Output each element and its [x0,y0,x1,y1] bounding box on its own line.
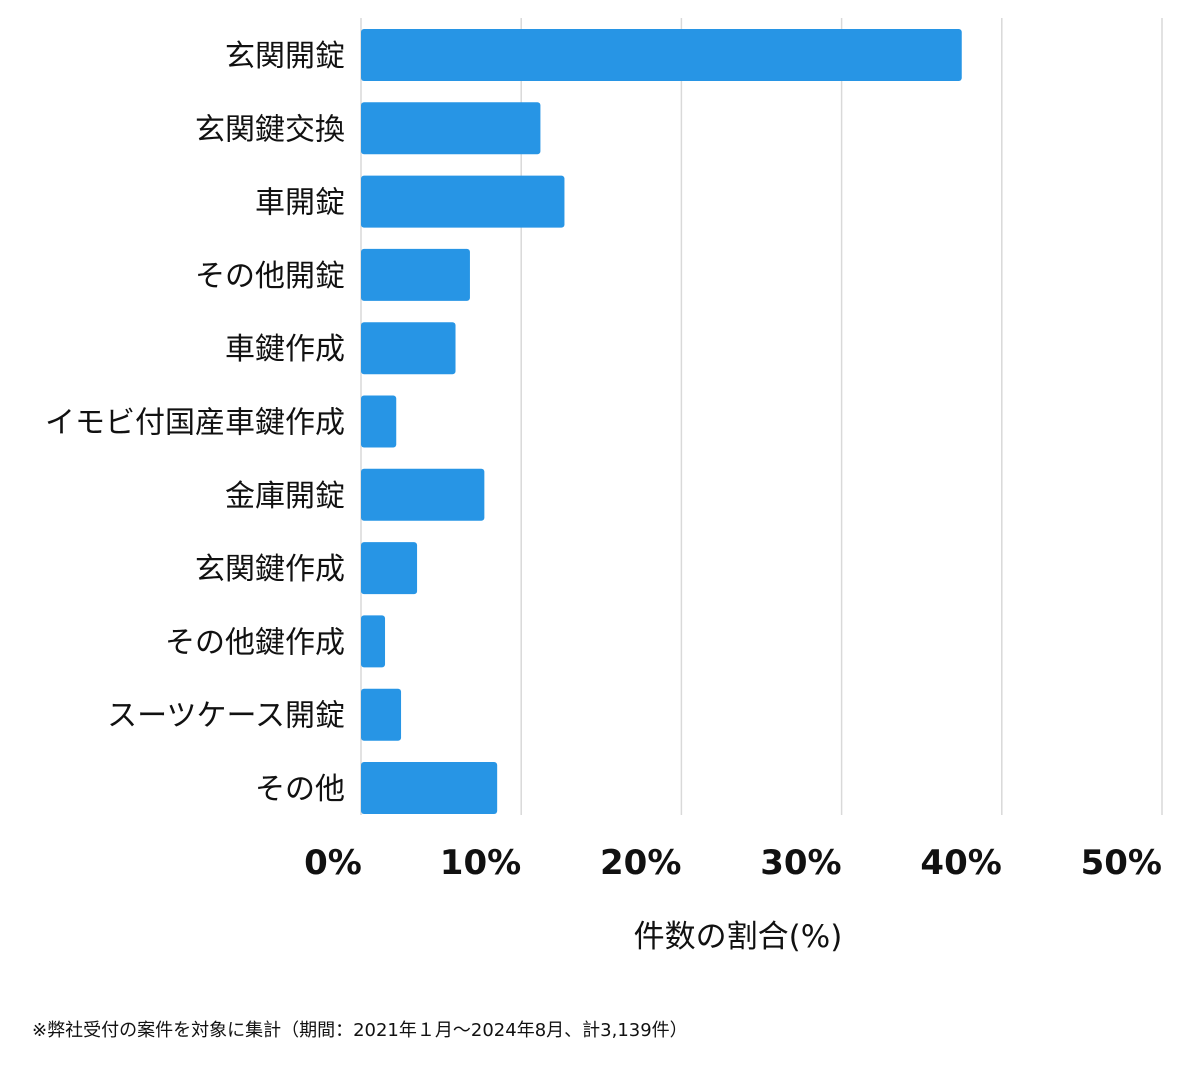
bar [361,615,386,668]
x-axis-title: 件数の割合(%) [634,919,843,955]
category-label: 金庫開錠 [225,479,345,514]
category-label: その他 [255,772,345,807]
bar [361,175,565,228]
category-label: その他鍵作成 [165,625,345,660]
bar [361,29,962,81]
bars [361,29,962,814]
x-tick-label: 20% [600,843,681,883]
x-tick-labels: 0% 10% 20% 30% 40% 50% [304,843,1162,883]
bar [361,468,485,521]
x-tick-label: 30% [760,843,841,883]
bar [361,248,470,301]
bar [361,395,397,448]
bar [361,322,456,375]
bar [361,688,402,741]
x-tick-label: 0% [304,843,362,883]
category-label: 玄関鍵交換 [195,112,345,147]
footnote: ※弊社受付の案件を対象に集計（期間：2021年１月〜2024年8月、計3,139… [32,1020,688,1041]
bar [361,762,498,814]
category-label: 玄関開錠 [225,39,345,74]
category-label: 車鍵作成 [225,332,345,367]
category-label: イモビ付国産車鍵作成 [45,406,345,441]
category-label: スーツケース開錠 [107,699,345,734]
category-label: その他開錠 [195,259,345,294]
bar [361,542,418,595]
x-tick-label: 10% [440,843,521,883]
category-labels: 玄関開錠玄関鍵交換車開錠その他開錠車鍵作成イモビ付国産車鍵作成金庫開錠玄関鍵作成… [45,39,345,807]
x-tick-label: 50% [1081,843,1162,883]
category-label: 車開錠 [255,186,345,221]
x-tick-label: 40% [920,843,1001,883]
bar [361,102,541,155]
category-label: 玄関鍵作成 [195,552,345,587]
